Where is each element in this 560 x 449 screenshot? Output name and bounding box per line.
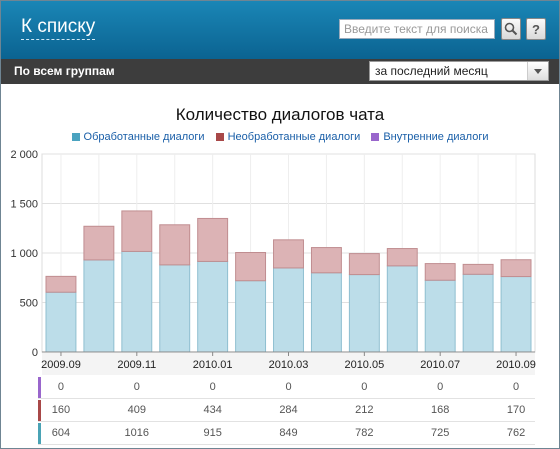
bar-segment [45,275,77,293]
bar-segment [121,210,153,252]
search-input[interactable] [339,19,495,39]
table-cell: 212 [355,404,374,416]
table-cell: 168 [431,404,450,416]
legend-item-internal[interactable]: Внутренние диалоги [371,131,488,143]
x-tick-label: 2010.03 [269,359,309,371]
row-divider [38,421,535,422]
legend-swatch [71,133,80,141]
bar-segment [348,274,380,353]
legend-label: Внутренние диалоги [383,131,489,143]
table-cell: 0 [57,381,65,393]
bar-segment [121,250,153,353]
legend-swatch [215,133,224,141]
table-cell: 0 [512,381,520,393]
bar-segment [500,259,532,278]
legend-item-processed[interactable]: Обработанные диалоги [71,131,205,143]
bar-segment [386,248,418,267]
x-tick-label: 2010.01 [193,359,233,371]
help-button[interactable]: ? [526,18,546,40]
table-cell: 1016 [124,427,150,439]
bar-segment [235,280,267,353]
table-cell: 409 [127,404,146,416]
bar-segment [462,273,494,353]
bar-segment [83,259,115,353]
bar-segment [424,263,456,281]
question-icon: ? [532,21,540,37]
table-cell: 0 [361,381,368,393]
table-cell: 762 [506,427,526,439]
x-tick-label: 2010.09 [496,359,536,371]
chevron-down-icon [527,62,548,80]
bar-segment [462,263,494,275]
legend-label: Обработанные диалоги [83,131,205,143]
bar-segment [159,224,191,266]
bar-segment [273,267,304,353]
row-color-marker [38,377,41,398]
legend-label: Необработанные диалоги [227,131,361,143]
row-color-marker [38,423,41,444]
x-tick-label: 2010.07 [420,359,460,371]
legend-swatch [371,133,380,141]
chart-title: Количество диалогов чата [175,105,385,124]
period-select[interactable]: за последний месяц [369,61,549,81]
y-tick-label: 1 500 [10,199,38,211]
bar-segment [500,276,532,353]
chart-legend: Обработанные диалоги Необработанные диал… [1,131,559,143]
table-cell: 160 [51,404,71,416]
table-cell: 0 [209,381,216,393]
bar-segment [235,252,267,282]
table-cell: 0 [437,381,444,393]
table-cell: 284 [279,404,298,416]
bar-segment [386,265,418,353]
group-bar: По всем группам за последний месяц [1,59,559,84]
table-cell: 170 [506,404,526,416]
magnifier-icon [504,22,518,36]
bar-segment [197,217,229,262]
bar-segment [348,253,380,276]
x-axis-band [42,353,535,375]
bar-segment [310,272,342,353]
table-cell: 604 [51,427,71,439]
bar-segment [310,247,342,274]
row-color-marker [38,400,41,421]
period-select-value: за последний месяц [375,64,488,78]
x-tick-label: 2009.11 [117,359,156,371]
x-tick-label: 2009.09 [41,359,81,371]
bar-segment [45,291,77,353]
header-bar: К списку ? [1,1,559,59]
y-tick-label: 1 000 [10,248,38,260]
table-cell: 434 [203,404,222,416]
table-cell: 782 [355,427,374,439]
bar-segment [197,260,229,353]
bar-segment [83,225,115,261]
bar-segment [273,239,304,269]
row-divider [38,398,535,399]
table-cell: 725 [431,427,450,439]
legend-item-unprocessed[interactable]: Необработанные диалоги [215,131,361,143]
table-cell: 915 [203,427,222,439]
y-tick-label: 2 000 [10,149,38,161]
back-to-list-link[interactable]: К списку [21,15,96,40]
y-tick-label: 0 [32,347,38,359]
table-cell: 0 [285,381,292,393]
bar-segment [424,279,456,353]
x-tick-label: 2010.05 [344,359,384,371]
bar-segment [159,264,191,353]
search-button[interactable] [501,18,521,40]
table-cell: 849 [279,427,298,439]
table-cell: 0 [133,381,140,393]
y-tick-label: 500 [20,298,38,310]
row-divider [38,444,535,445]
group-label: По всем группам [14,64,115,78]
